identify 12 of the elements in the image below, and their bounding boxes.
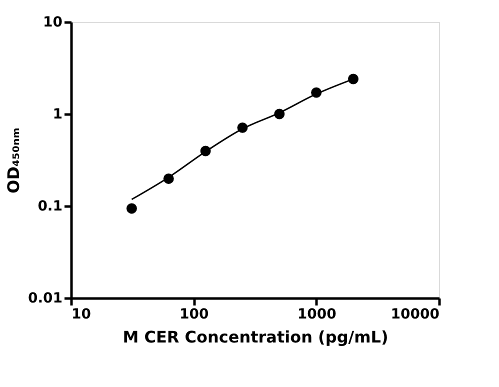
x-tick-label: 100: [180, 306, 210, 322]
point: [348, 74, 359, 84]
y-tick-label: 0.01: [28, 290, 62, 306]
y-tick-label: 10: [43, 14, 63, 30]
x-tick-label: 10000: [390, 306, 440, 322]
x-tick-label: 10: [72, 306, 92, 322]
x-axis-title: M CER Concentration (pg/mL): [122, 328, 388, 346]
y-tick-label: 0.1: [38, 198, 62, 214]
point: [126, 203, 137, 214]
y-axis-title: OD₄₅₀ₙₘ: [4, 128, 23, 194]
y-tick-label: 1: [52, 106, 62, 122]
x-tick-label: 1000: [297, 306, 337, 322]
